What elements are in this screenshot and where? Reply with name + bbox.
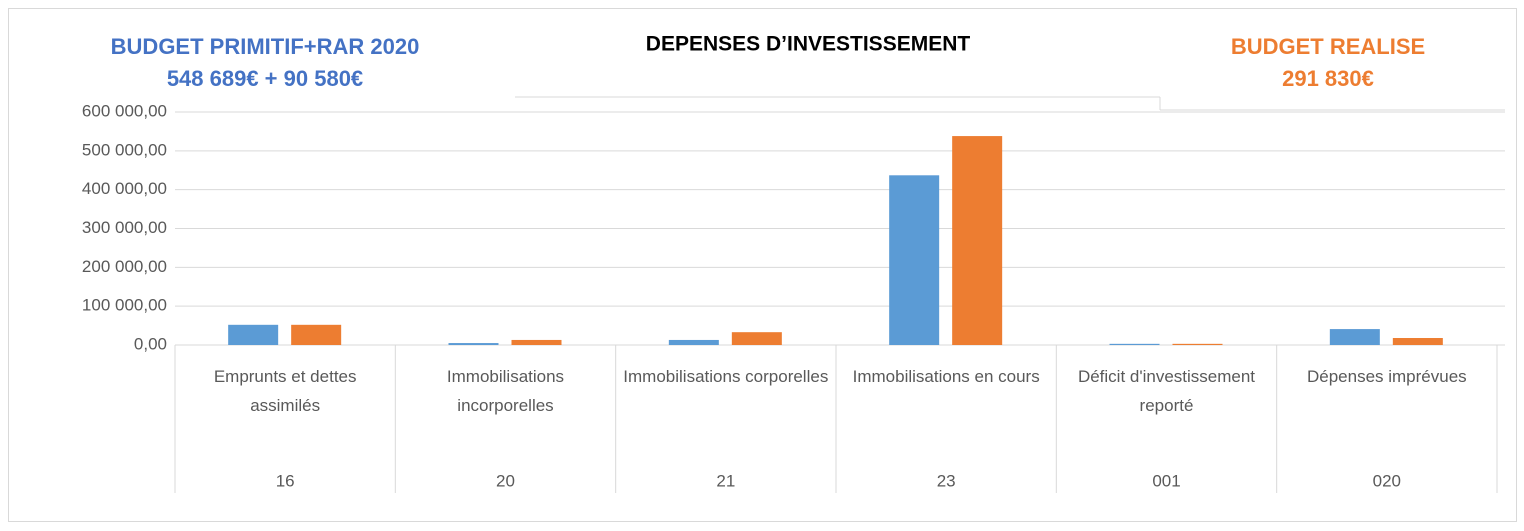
y-tick-label: 100 000,00 [82, 296, 167, 315]
x-category-code: 020 [1373, 471, 1401, 490]
x-category-code: 16 [276, 471, 295, 490]
y-tick-label: 600 000,00 [82, 101, 167, 120]
series-label: BUDGET REALISE [1231, 34, 1425, 59]
bar [1329, 329, 1380, 345]
y-tick-label: 200 000,00 [82, 257, 167, 276]
x-tick-label: Dépenses imprévues [1306, 367, 1467, 386]
x-category-code: 001 [1152, 471, 1180, 490]
y-tick-label: 500 000,00 [82, 140, 167, 159]
series-total: 291 830€ [1282, 66, 1374, 91]
bar [1109, 343, 1160, 345]
bar [1392, 338, 1443, 345]
bar [1172, 343, 1223, 345]
bar [731, 332, 782, 345]
x-category-code: 23 [937, 471, 956, 490]
x-tick-label: Emprunts et dettes assimilés [213, 367, 357, 415]
series-label: BUDGET PRIMITIF+RAR 2020 [111, 34, 420, 59]
bar [668, 339, 719, 345]
chart-frame [8, 8, 1517, 522]
chart-title: DEPENSES D’INVESTISSEMENT [646, 33, 971, 56]
x-tick-label: Immobilisations en cours [852, 367, 1040, 386]
bar [291, 324, 342, 345]
x-category-code: 21 [716, 471, 735, 490]
bar [228, 324, 279, 345]
y-tick-label: 400 000,00 [82, 179, 167, 198]
x-tick-label: Immobilisations incorporelles [446, 367, 565, 415]
bar [952, 136, 1003, 345]
y-tick-label: 300 000,00 [82, 218, 167, 237]
series-total: 548 689€ + 90 580€ [167, 66, 363, 91]
bar [448, 343, 499, 345]
bar [511, 339, 562, 345]
y-tick-label: 0,00 [134, 334, 167, 353]
x-category-code: 20 [496, 471, 515, 490]
bar [889, 175, 940, 345]
x-tick-label: Immobilisations corporelles [623, 367, 829, 386]
x-tick-label: Déficit d'investissement reporté [1077, 367, 1256, 415]
